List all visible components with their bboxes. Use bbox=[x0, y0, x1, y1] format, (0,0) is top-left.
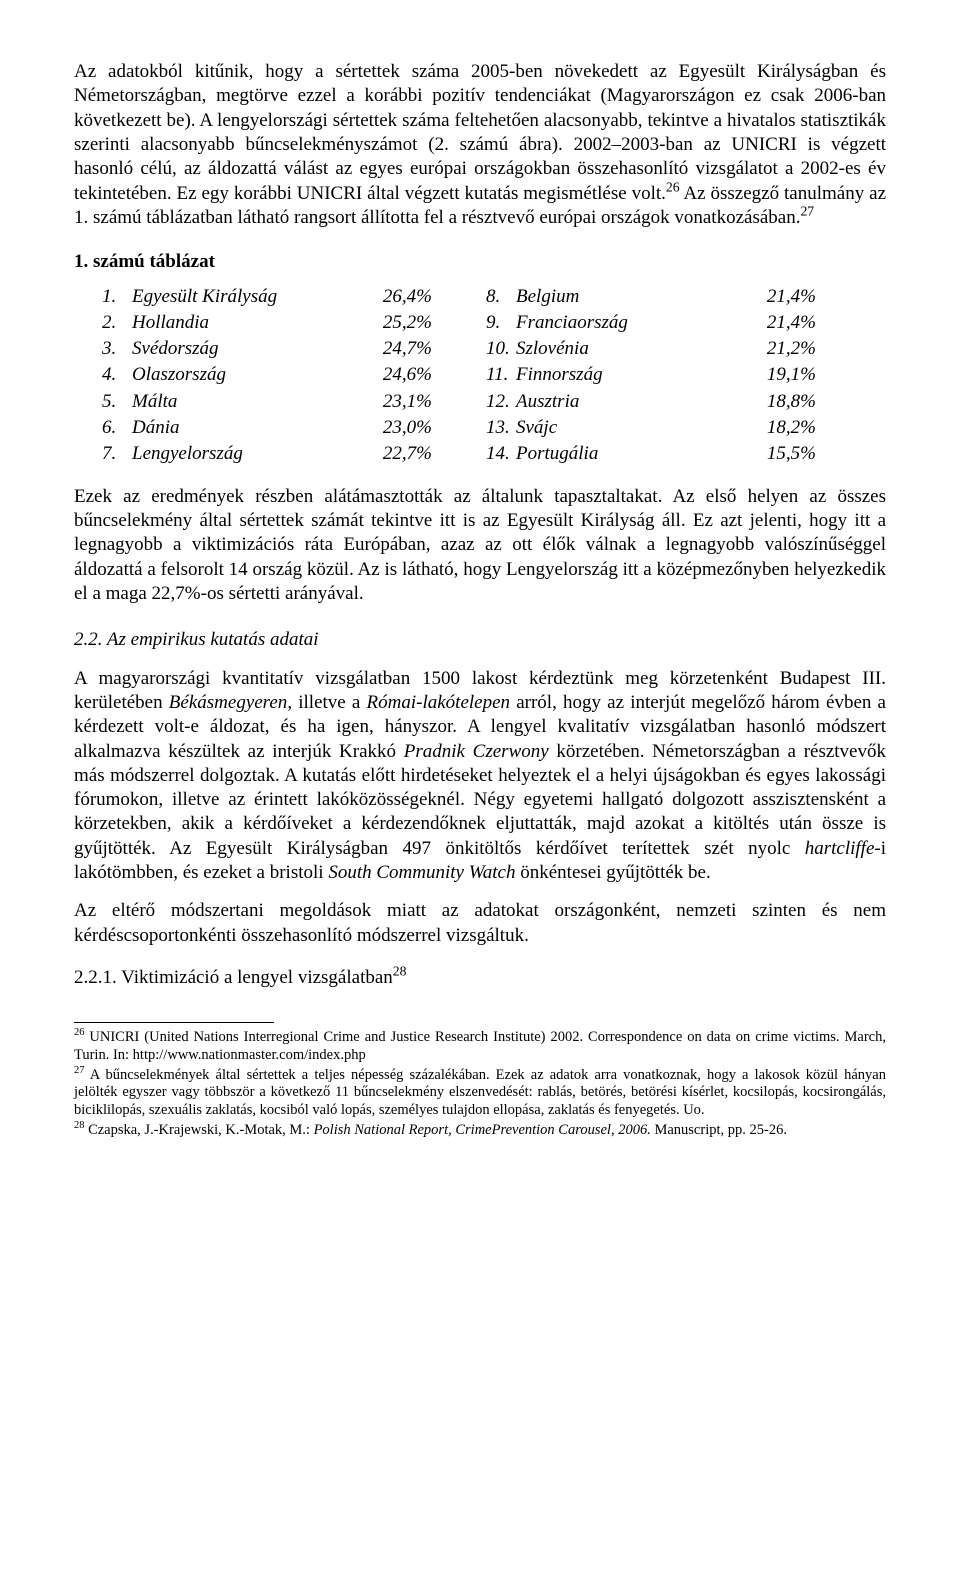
footnote-citation: Polish National Report, CrimePrevention … bbox=[314, 1122, 651, 1138]
footnote-num: 27 bbox=[74, 1065, 84, 1076]
country: Szlovénia bbox=[516, 337, 736, 361]
percent: 21,2% bbox=[736, 337, 816, 361]
percent: 23,1% bbox=[352, 390, 432, 414]
rank-num: 1. bbox=[102, 285, 132, 309]
country: Svédország bbox=[132, 337, 352, 361]
country: Portugália bbox=[516, 442, 736, 466]
rank-num: 2. bbox=[102, 311, 132, 335]
section-heading-2-2: 2.2. Az empirikus kutatás adatai bbox=[74, 628, 886, 652]
footnote-27: 27 A bűncselekmények által sértettek a t… bbox=[74, 1067, 886, 1120]
country: Franciaország bbox=[516, 311, 736, 335]
footnote-28: 28 Czapska, J.-Krajewski, K.-Motak, M.: … bbox=[74, 1122, 886, 1140]
percent: 24,6% bbox=[352, 363, 432, 387]
percent: 26,4% bbox=[352, 285, 432, 309]
org-south-community-watch: South Community Watch bbox=[328, 862, 515, 883]
percent: 24,7% bbox=[352, 337, 432, 361]
place-romai: Római-lakótelepen bbox=[367, 692, 511, 713]
country: Olaszország bbox=[132, 363, 352, 387]
footnote-text: A bűncselekmények által sértettek a telj… bbox=[74, 1067, 886, 1118]
section-heading-2-2-1: 2.2.1. Viktimizáció a lengyel vizsgálatb… bbox=[74, 966, 886, 990]
table-right-column: 8.Belgium21,4% 9.Franciaország21,4% 10.S… bbox=[486, 285, 816, 467]
paragraph-4: A magyarországi kvantitatív vizsgálatban… bbox=[74, 667, 886, 886]
country: Finnország bbox=[516, 363, 736, 387]
percent: 18,2% bbox=[736, 416, 816, 440]
rank-num: 12. bbox=[486, 390, 516, 414]
footnote-text: Czapska, J.-Krajewski, K.-Motak, M.: bbox=[84, 1122, 313, 1138]
country: Hollandia bbox=[132, 311, 352, 335]
paragraph-5: Az eltérő módszertani megoldások miatt a… bbox=[74, 899, 886, 948]
rank-num: 8. bbox=[486, 285, 516, 309]
percent: 22,7% bbox=[352, 442, 432, 466]
table-left-column: 1.Egyesült Királyság26,4% 2.Hollandia25,… bbox=[102, 285, 432, 467]
rank-num: 6. bbox=[102, 416, 132, 440]
paragraph-1: Az adatokból kitűnik, hogy a sértettek s… bbox=[74, 60, 886, 230]
percent: 15,5% bbox=[736, 442, 816, 466]
country: Belgium bbox=[516, 285, 736, 309]
paragraph-3: Ezek az eredmények részben alátámasztott… bbox=[74, 485, 886, 607]
footnote-ref-26: 26 bbox=[666, 179, 680, 194]
footnote-num: 28 bbox=[74, 1120, 84, 1131]
footnote-text: Manuscript, pp. 25-26. bbox=[651, 1122, 787, 1138]
text: 2.2.1. Viktimizáció a lengyel vizsgálatb… bbox=[74, 967, 393, 988]
rank-num: 5. bbox=[102, 390, 132, 414]
footnote-separator bbox=[74, 1022, 274, 1023]
footnote-ref-27: 27 bbox=[800, 204, 814, 219]
footnote-text: UNICRI (United Nations Interregional Cri… bbox=[74, 1029, 886, 1063]
rank-num: 13. bbox=[486, 416, 516, 440]
footnote-num: 26 bbox=[74, 1027, 84, 1038]
percent: 23,0% bbox=[352, 416, 432, 440]
rank-num: 7. bbox=[102, 442, 132, 466]
text: önkéntesei gyűjtötték be. bbox=[516, 862, 711, 883]
country: Málta bbox=[132, 390, 352, 414]
country: Svájc bbox=[516, 416, 736, 440]
table-title: 1. számú táblázat bbox=[74, 250, 886, 274]
rank-num: 9. bbox=[486, 311, 516, 335]
country: Egyesült Királyság bbox=[132, 285, 352, 309]
footnotes: 26 UNICRI (United Nations Interregional … bbox=[74, 1029, 886, 1139]
percent: 18,8% bbox=[736, 390, 816, 414]
country: Dánia bbox=[132, 416, 352, 440]
place-hartcliffe: hartcliffe bbox=[805, 838, 875, 859]
rank-num: 10. bbox=[486, 337, 516, 361]
text: , illetve a bbox=[287, 692, 366, 713]
rank-num: 3. bbox=[102, 337, 132, 361]
place-pradnik: Pradnik Czerwony bbox=[404, 741, 549, 762]
percent: 21,4% bbox=[736, 311, 816, 335]
ranking-table: 1.Egyesült Királyság26,4% 2.Hollandia25,… bbox=[102, 285, 886, 467]
footnote-26: 26 UNICRI (United Nations Interregional … bbox=[74, 1029, 886, 1064]
percent: 25,2% bbox=[352, 311, 432, 335]
footnote-ref-28: 28 bbox=[393, 964, 407, 979]
rank-num: 14. bbox=[486, 442, 516, 466]
rank-num: 11. bbox=[486, 363, 516, 387]
country: Ausztria bbox=[516, 390, 736, 414]
percent: 21,4% bbox=[736, 285, 816, 309]
country: Lengyelország bbox=[132, 442, 352, 466]
percent: 19,1% bbox=[736, 363, 816, 387]
rank-num: 4. bbox=[102, 363, 132, 387]
place-bekasmegyer: Békásmegyeren bbox=[169, 692, 288, 713]
